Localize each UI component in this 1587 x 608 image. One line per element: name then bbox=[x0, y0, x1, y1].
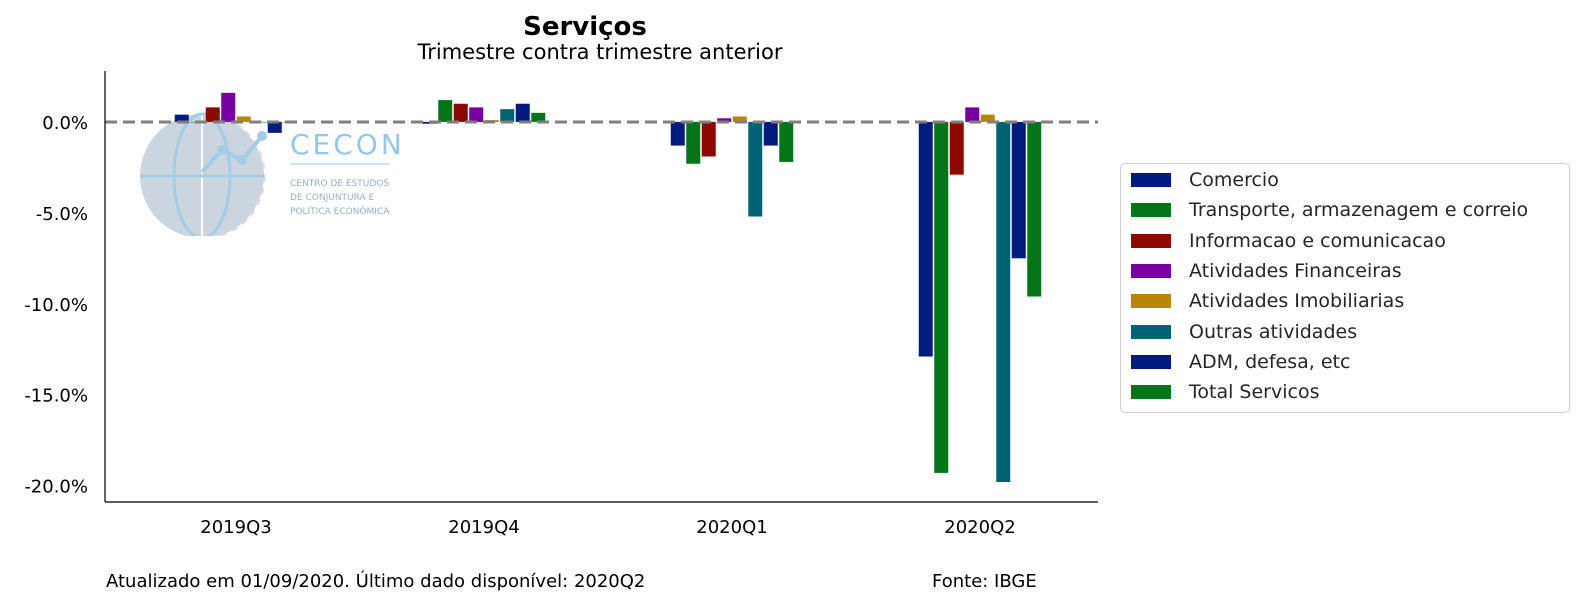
legend-swatch bbox=[1131, 263, 1171, 278]
legend-label: Comercio bbox=[1189, 169, 1279, 191]
legend-item: Outras atividades bbox=[1131, 318, 1357, 346]
legend-swatch bbox=[1131, 385, 1171, 400]
x-tick-label: 2019Q3 bbox=[200, 517, 271, 538]
cecon-logo: CECON CENTRO DE ESTUDOS DE CONJUNTURA E … bbox=[140, 112, 400, 236]
chart-title: Serviços bbox=[523, 12, 647, 42]
legend-label: ADM, defesa, etc bbox=[1189, 350, 1351, 373]
bar-chart: Serviços Trimestre contra trimestre ante… bbox=[24, 12, 1098, 538]
x-tick-label: 2020Q1 bbox=[696, 517, 767, 538]
legend-swatch bbox=[1131, 203, 1171, 218]
legend-item: Total Servicos bbox=[1131, 378, 1319, 406]
bar-atividades-financeiras-2020q1 bbox=[717, 118, 732, 122]
bar-informacao-e-comunicacao-2020q2 bbox=[949, 121, 964, 175]
legend-item: Informacao e comunicacao bbox=[1131, 227, 1446, 255]
bar-atividades-imobiliarias-2020q2 bbox=[980, 114, 995, 122]
legend-item: Atividades Imobiliarias bbox=[1131, 287, 1404, 315]
y-tick-label: 0.0% bbox=[42, 113, 88, 134]
bar-outras-atividades-2019q4 bbox=[500, 109, 515, 122]
legend-swatch bbox=[1131, 173, 1171, 187]
bar-atividades-imobiliarias-2019q3 bbox=[236, 116, 251, 122]
bar-total-servicos-2020q2 bbox=[1027, 121, 1042, 297]
logo-line3: POLÍTICA ECONÔMICA bbox=[290, 205, 390, 217]
legend-item: Transporte, armazenagem e correio bbox=[1131, 196, 1528, 224]
footer-source: Fonte: IBGE bbox=[932, 571, 1037, 592]
y-tick-label: -20.0% bbox=[24, 477, 88, 498]
logo-line1: CENTRO DE ESTUDOS bbox=[290, 179, 389, 189]
bar-adm-defesa-etc-2020q1 bbox=[763, 121, 778, 146]
bar-transporte-armazenagem-e-correio-2020q1 bbox=[686, 121, 701, 164]
bar-comercio-2020q1 bbox=[670, 121, 685, 146]
bar-adm-defesa-etc-2020q2 bbox=[1011, 121, 1026, 259]
legend-item: ADM, defesa, etc bbox=[1131, 348, 1350, 376]
bar-atividades-financeiras-2019q4 bbox=[469, 107, 484, 122]
legend-item: Comercio bbox=[1131, 166, 1279, 194]
bar-informacao-e-comunicacao-2019q3 bbox=[205, 107, 220, 122]
legend-swatch bbox=[1131, 233, 1171, 248]
legend-swatch bbox=[1131, 354, 1171, 369]
legend-swatch bbox=[1131, 324, 1171, 339]
chart-subtitle: Trimestre contra trimestre anterior bbox=[417, 40, 783, 64]
bar-informacao-e-comunicacao-2020q1 bbox=[701, 121, 716, 157]
bar-atividades-financeiras-2020q2 bbox=[965, 107, 980, 122]
logo-name: CECON bbox=[290, 128, 400, 161]
footer-updated: Atualizado em 01/09/2020. Último dado di… bbox=[106, 571, 646, 592]
bar-transporte-armazenagem-e-correio-2019q4 bbox=[438, 100, 453, 122]
bar-atividades-imobiliarias-2020q1 bbox=[732, 116, 747, 122]
bar-total-servicos-2019q4 bbox=[531, 112, 546, 122]
bar-comercio-2019q3 bbox=[174, 114, 189, 122]
bar-informacao-e-comunicacao-2019q4 bbox=[453, 103, 468, 122]
bar-atividades-financeiras-2019q3 bbox=[221, 92, 236, 122]
legend-label: Outras atividades bbox=[1189, 320, 1358, 343]
legend: Comercio Transporte, armazenagem e correi… bbox=[1120, 163, 1570, 413]
bar-adm-defesa-etc-2019q4 bbox=[515, 103, 530, 122]
legend-label: Atividades Imobiliarias bbox=[1189, 290, 1405, 313]
x-tick-label: 2019Q4 bbox=[448, 517, 519, 538]
bar-adm-defesa-etc-2019q3 bbox=[267, 121, 282, 133]
y-tick-label: -10.0% bbox=[24, 295, 88, 316]
bar-total-servicos-2020q1 bbox=[779, 121, 794, 162]
y-tick-label: -15.0% bbox=[24, 386, 88, 407]
legend-label: Transporte, armazenagem e correio bbox=[1189, 199, 1529, 222]
logo-line2: DE CONJUNTURA E bbox=[290, 193, 375, 203]
legend-label: Atividades Financeiras bbox=[1189, 259, 1402, 282]
legend-label: Informacao e comunicacao bbox=[1189, 229, 1446, 252]
y-tick-label: -5.0% bbox=[36, 204, 88, 225]
bar-comercio-2020q2 bbox=[918, 121, 933, 357]
legend-label: Total Servicos bbox=[1189, 381, 1320, 404]
bar-transporte-armazenagem-e-correio-2020q2 bbox=[934, 121, 949, 473]
x-tick-label: 2020Q2 bbox=[944, 517, 1015, 538]
legend-item: Atividades Financeiras bbox=[1131, 257, 1402, 285]
legend-swatch bbox=[1131, 294, 1171, 309]
bar-outras-atividades-2020q2 bbox=[996, 121, 1011, 482]
bar-outras-atividades-2020q1 bbox=[748, 121, 763, 217]
